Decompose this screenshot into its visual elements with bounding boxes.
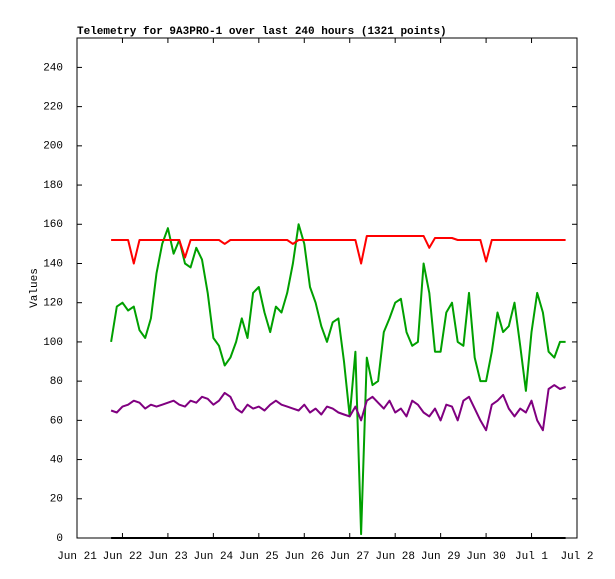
x-tick-label: Jun 27 [330, 551, 370, 563]
y-axis-label: Values [29, 268, 41, 308]
series-line [110, 223, 566, 536]
y-tick-label: 80 [50, 376, 63, 388]
y-tick-label: 0 [56, 533, 63, 545]
series-line [110, 384, 566, 432]
x-tick-label: Jun 24 [194, 551, 234, 563]
y-tick-label: 120 [43, 298, 63, 310]
y-tick-label: 180 [43, 180, 63, 192]
y-tick-label: 200 [43, 141, 63, 153]
y-tick-label: 60 [50, 415, 63, 427]
x-tick-label: Jun 28 [375, 551, 415, 563]
y-tick-label: 40 [50, 454, 63, 466]
chart-title: Telemetry for 9A3PRO-1 over last 240 hou… [77, 26, 447, 38]
x-tick-label: Jun 23 [148, 551, 188, 563]
y-tick-label: 100 [43, 337, 63, 349]
x-tick-label: Jun 26 [284, 551, 324, 563]
x-tick-label: Jul 2 [560, 551, 593, 563]
x-tick-label: Jun 25 [239, 551, 279, 563]
y-tick-label: 160 [43, 219, 63, 231]
x-tick-label: Jun 30 [466, 551, 506, 563]
x-tick-label: Jun 29 [421, 551, 461, 563]
y-tick-label: 20 [50, 494, 63, 506]
x-tick-label: Jul 1 [515, 551, 548, 563]
y-tick-label: 240 [43, 62, 63, 74]
x-tick-label: Jun 22 [103, 551, 143, 563]
y-tick-label: 220 [43, 102, 63, 114]
y-tick-label: 140 [43, 258, 63, 270]
x-tick-label: Jun 21 [57, 551, 97, 563]
series-line [111, 235, 566, 265]
